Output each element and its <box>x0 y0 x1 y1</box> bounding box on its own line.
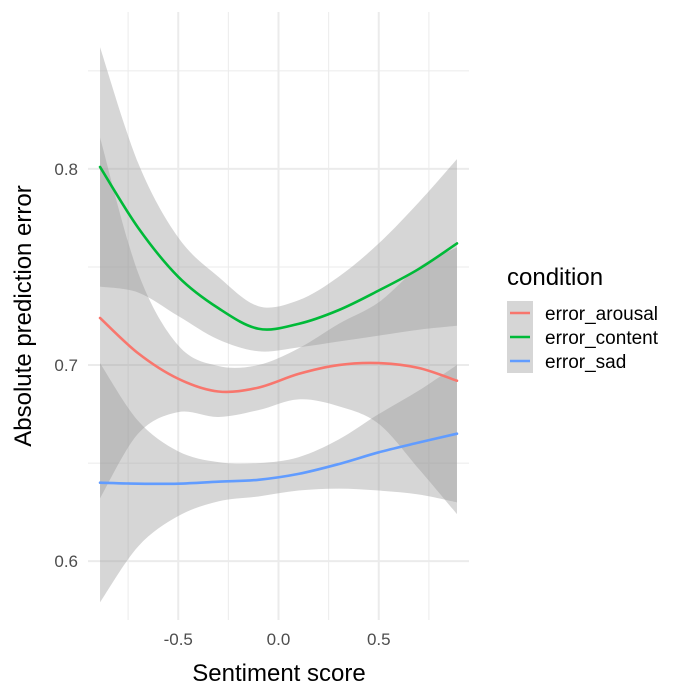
legend-label: error_content <box>545 328 659 349</box>
x-tick-label: -0.5 <box>164 630 193 649</box>
confidence-band-error-arousal <box>100 137 457 515</box>
series-line-error-content <box>98 165 459 331</box>
x-tick-label: 0.5 <box>367 630 391 649</box>
legend-title: condition <box>507 264 603 291</box>
legend-items: error_arousal error_content error_sad <box>507 301 659 373</box>
y-tick-label: 0.7 <box>54 356 78 375</box>
y-tick-label: 0.6 <box>54 552 78 571</box>
confidence-band-error-sad <box>100 363 457 603</box>
legend: condition error_arousalerror_contenterro… <box>507 264 659 373</box>
y-axis-title: Absolute prediction error <box>10 185 37 446</box>
series-lines <box>98 165 459 486</box>
series-line-error-sad <box>98 432 459 486</box>
y-tick-label: 0.8 <box>54 160 78 179</box>
x-axis-title: Sentiment score <box>192 660 365 687</box>
confidence-band-error-content <box>100 47 457 352</box>
y-tick-labels: 0.6 0.7 0.8 <box>54 160 78 571</box>
series-line-error-arousal <box>98 316 459 394</box>
x-tick-label: 0.0 <box>267 630 291 649</box>
legend-key-error-arousal <box>507 301 533 325</box>
legend-key-error-sad <box>507 349 533 373</box>
legend-key-error-content <box>507 325 533 349</box>
legend-label: error_sad <box>545 352 626 373</box>
legend-label: error_arousal <box>545 304 658 325</box>
confidence-bands <box>100 47 457 603</box>
x-tick-labels: -0.5 0.0 0.5 <box>164 630 391 649</box>
